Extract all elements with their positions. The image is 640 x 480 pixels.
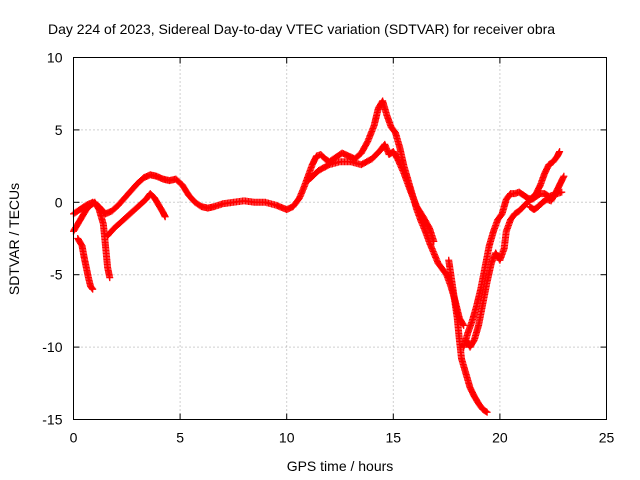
data-point	[161, 213, 169, 221]
series-track-2	[70, 198, 114, 282]
data-point	[89, 285, 97, 293]
data-point	[560, 172, 568, 180]
x-tick-label: 5	[176, 430, 184, 446]
data-point	[556, 148, 564, 156]
chart-title: Day 224 of 2023, Sidereal Day-to-day VTE…	[48, 21, 555, 37]
axis-ticks: 0 5 10 15 20 25 -15 -10 -5 0 5 10	[42, 50, 614, 446]
series-track-4	[104, 190, 169, 240]
series-track-3	[74, 235, 97, 293]
y-tick-label: 0	[55, 194, 63, 210]
data-point	[430, 237, 438, 245]
y-axis-label: SDTVAR / TECUs	[6, 183, 22, 295]
series-track-9	[526, 172, 568, 214]
y-tick-label: 10	[47, 50, 63, 66]
y-tick-label: -15	[42, 412, 62, 428]
plot-frame	[73, 57, 607, 420]
x-tick-label: 25	[599, 430, 615, 446]
data-point	[482, 408, 490, 416]
series-track-8	[462, 148, 564, 351]
y-tick-label: -5	[50, 267, 63, 283]
series-track-5	[304, 140, 438, 245]
x-tick-label: 20	[492, 430, 508, 446]
series-track-6	[445, 256, 491, 416]
grid	[73, 57, 607, 420]
series-track-1	[70, 97, 468, 329]
y-tick-label: -10	[42, 339, 62, 355]
x-tick-label: 15	[386, 430, 402, 446]
data-points	[70, 97, 568, 416]
y-tick-label: 5	[55, 122, 63, 138]
x-tick-label: 10	[279, 430, 295, 446]
x-tick-label: 0	[70, 430, 78, 446]
data-point	[106, 274, 114, 282]
x-axis-label: GPS time / hours	[287, 458, 394, 474]
data-point	[88, 284, 96, 292]
data-point	[483, 408, 491, 416]
